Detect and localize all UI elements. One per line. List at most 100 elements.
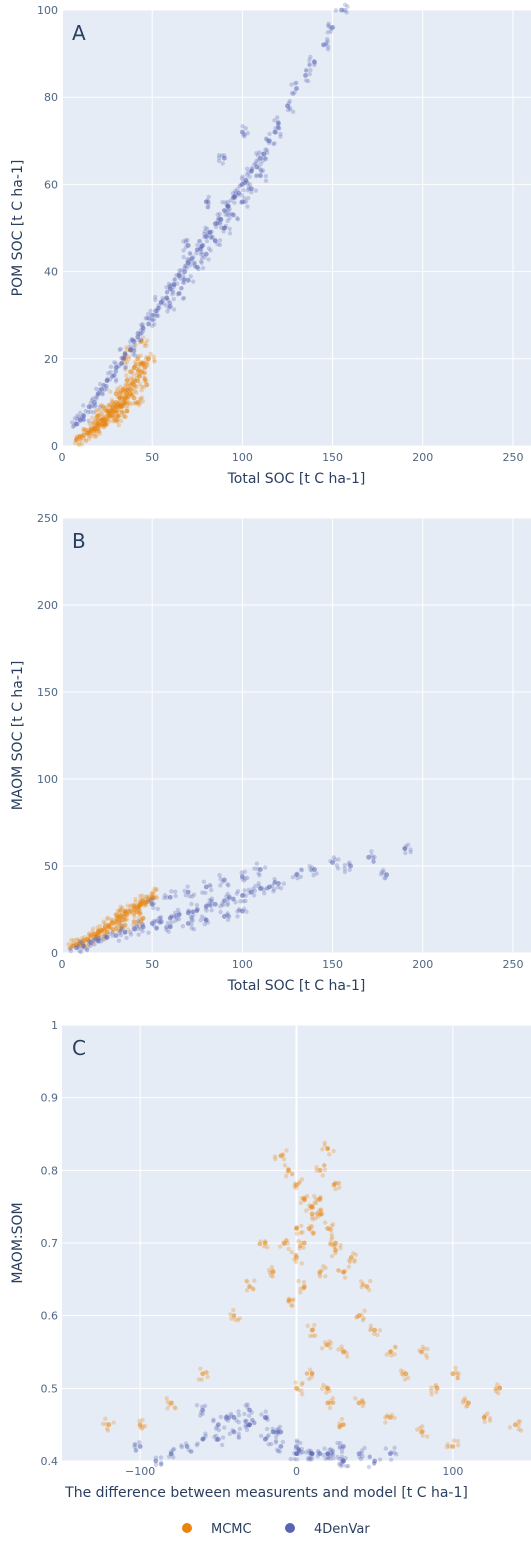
y-tick-label: 0.7 bbox=[41, 1237, 59, 1250]
data-point bbox=[190, 909, 196, 914]
data-point bbox=[119, 926, 125, 932]
data-point bbox=[270, 1426, 275, 1432]
data-point bbox=[225, 200, 230, 205]
x-tick-label: 100 bbox=[232, 958, 253, 971]
data-point bbox=[401, 1372, 406, 1377]
data-point bbox=[143, 377, 148, 383]
data-point bbox=[98, 935, 104, 940]
data-point bbox=[83, 427, 88, 432]
data-point bbox=[74, 416, 80, 422]
data-point bbox=[88, 940, 94, 945]
data-point bbox=[272, 879, 278, 885]
data-point bbox=[137, 911, 142, 917]
data-point bbox=[301, 1279, 307, 1285]
data-point bbox=[369, 849, 374, 854]
data-point bbox=[185, 260, 191, 266]
data-point bbox=[199, 914, 205, 919]
data-point bbox=[176, 916, 182, 922]
data-point bbox=[238, 183, 244, 188]
data-point bbox=[348, 863, 354, 869]
data-point bbox=[235, 889, 241, 894]
y-tick-label: 0.4 bbox=[41, 1455, 59, 1468]
data-point bbox=[352, 1258, 357, 1263]
data-point bbox=[126, 354, 131, 360]
data-point bbox=[294, 1185, 299, 1191]
data-point bbox=[101, 383, 106, 388]
data-point bbox=[149, 901, 155, 907]
data-point bbox=[132, 353, 138, 358]
data-point bbox=[119, 924, 125, 929]
data-point bbox=[257, 150, 262, 155]
data-point bbox=[108, 414, 113, 419]
data-point bbox=[145, 894, 150, 899]
data-point bbox=[200, 1404, 205, 1410]
data-point bbox=[296, 1387, 301, 1392]
data-point bbox=[105, 1428, 111, 1433]
data-point bbox=[425, 1346, 430, 1352]
data-point bbox=[493, 1386, 499, 1391]
data-point bbox=[263, 173, 269, 179]
data-point bbox=[481, 1415, 487, 1420]
data-point bbox=[292, 1456, 297, 1462]
x-axis-title: Total SOC [t C ha-1] bbox=[227, 978, 366, 994]
data-point bbox=[140, 360, 145, 366]
data-point bbox=[142, 365, 148, 370]
x-tick-label: 0 bbox=[59, 958, 66, 971]
data-point bbox=[221, 898, 227, 904]
data-point bbox=[237, 908, 242, 913]
data-point bbox=[137, 1444, 143, 1449]
data-point bbox=[185, 260, 190, 265]
data-point bbox=[242, 1411, 247, 1417]
data-point bbox=[258, 1239, 263, 1244]
data-point bbox=[181, 254, 186, 260]
series-4denvar bbox=[132, 1402, 399, 1470]
data-point bbox=[451, 1438, 457, 1443]
data-point bbox=[220, 161, 225, 166]
data-point bbox=[95, 426, 101, 431]
data-point bbox=[310, 1204, 315, 1210]
data-point bbox=[91, 431, 96, 437]
data-point bbox=[201, 879, 207, 885]
data-point bbox=[299, 1450, 304, 1456]
data-point bbox=[266, 1432, 271, 1438]
data-point bbox=[81, 943, 87, 949]
data-point bbox=[236, 1419, 241, 1425]
data-point bbox=[116, 401, 122, 406]
data-point bbox=[326, 21, 331, 27]
data-point bbox=[294, 1226, 299, 1231]
data-point bbox=[264, 1416, 269, 1421]
data-point bbox=[215, 1422, 221, 1428]
data-point bbox=[294, 80, 299, 86]
data-point bbox=[137, 396, 143, 402]
data-point bbox=[299, 1195, 304, 1201]
data-point bbox=[140, 922, 145, 927]
data-point bbox=[301, 1286, 306, 1291]
data-point bbox=[125, 396, 131, 401]
data-point bbox=[247, 1284, 253, 1289]
data-point bbox=[190, 910, 195, 915]
data-point bbox=[131, 371, 136, 377]
data-point bbox=[294, 1225, 299, 1230]
data-point bbox=[359, 1279, 364, 1284]
data-point bbox=[227, 216, 232, 221]
data-point bbox=[159, 1461, 164, 1467]
data-point bbox=[304, 1450, 309, 1455]
data-point bbox=[226, 883, 231, 888]
data-point bbox=[119, 408, 125, 414]
data-point bbox=[117, 399, 123, 404]
data-point bbox=[357, 1454, 362, 1459]
data-point bbox=[181, 280, 187, 286]
data-point bbox=[356, 1400, 362, 1406]
data-point bbox=[75, 937, 81, 942]
data-point bbox=[194, 907, 200, 912]
data-point bbox=[124, 935, 129, 941]
data-point bbox=[72, 440, 78, 446]
data-point bbox=[171, 282, 177, 288]
data-point bbox=[299, 1223, 304, 1229]
data-point bbox=[99, 423, 104, 429]
data-point bbox=[299, 1388, 304, 1393]
data-point bbox=[296, 1448, 301, 1454]
data-point bbox=[164, 285, 169, 290]
data-point bbox=[337, 1421, 342, 1426]
data-point bbox=[103, 1416, 108, 1421]
